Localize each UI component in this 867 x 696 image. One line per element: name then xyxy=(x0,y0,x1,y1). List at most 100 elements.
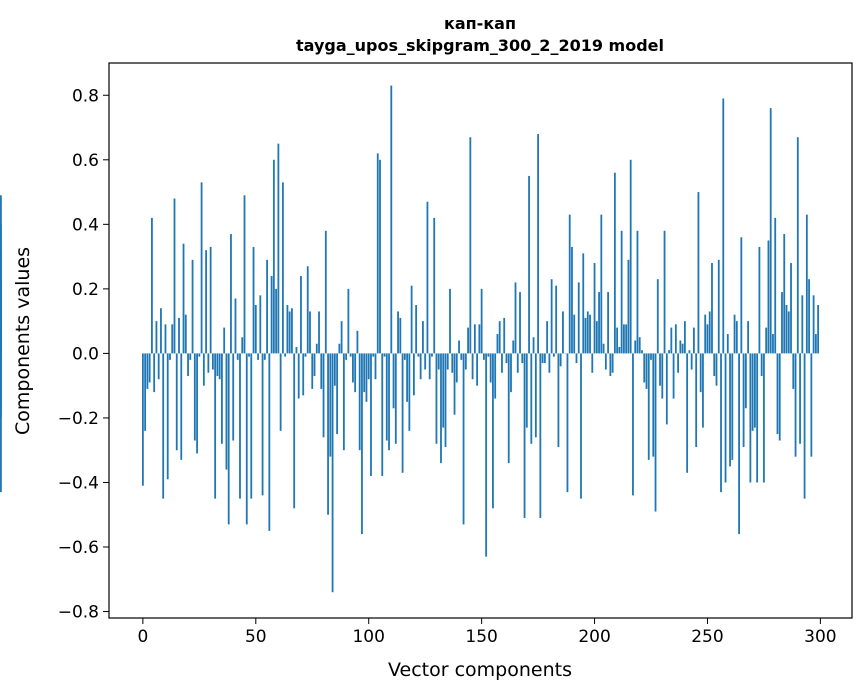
bar-200 xyxy=(593,263,596,354)
bar-32 xyxy=(214,353,217,499)
bar-136 xyxy=(449,288,451,354)
bar-291 xyxy=(799,353,801,444)
bar-5 xyxy=(153,353,156,393)
y-tick-label: −0.6 xyxy=(58,538,99,558)
bar-72 xyxy=(304,353,307,357)
plot-frame xyxy=(108,62,853,619)
bar-128 xyxy=(431,353,433,357)
bar-92 xyxy=(349,353,352,357)
bar-39 xyxy=(230,234,232,354)
bar-281 xyxy=(776,353,779,435)
bar-258 xyxy=(724,353,727,483)
bar-125 xyxy=(424,353,427,370)
bar-206 xyxy=(607,292,610,354)
bar-122 xyxy=(417,353,420,357)
bar-296 xyxy=(810,353,813,457)
bar-192 xyxy=(575,353,578,364)
bar-205 xyxy=(604,353,607,370)
bar-67 xyxy=(293,353,296,509)
bar-82 xyxy=(327,353,329,515)
bar-224 xyxy=(647,353,650,460)
x-tick-label: 0 xyxy=(137,627,148,647)
bar-272 xyxy=(756,353,759,483)
bar-116 xyxy=(403,353,406,360)
bar-120 xyxy=(412,353,415,396)
bar-8 xyxy=(160,308,162,354)
bar-11 xyxy=(166,353,169,480)
bar-95 xyxy=(356,330,359,354)
bar-7 xyxy=(157,353,160,380)
bar-13 xyxy=(171,324,174,354)
bar-159 xyxy=(501,353,503,373)
bar-179 xyxy=(546,321,549,354)
y-tick-label: 0.2 xyxy=(72,280,99,300)
bar-90 xyxy=(345,353,348,360)
bar-133 xyxy=(442,353,445,428)
bar-174 xyxy=(534,353,537,438)
bar-203 xyxy=(600,214,603,354)
bar-144 xyxy=(467,327,469,354)
bar-289 xyxy=(794,353,797,457)
bar-22 xyxy=(191,259,194,354)
bar-234 xyxy=(670,327,673,354)
bar-33 xyxy=(216,353,219,376)
bar-91 xyxy=(347,288,350,354)
y-axis-ticks: −0.8 −0.6 −0.4 −0.2 0.0 0.2 0.4 0.6 0.8 xyxy=(58,86,109,623)
bar-79 xyxy=(320,353,323,389)
bar-42 xyxy=(236,353,239,360)
bar-27 xyxy=(202,353,205,386)
bar-36 xyxy=(223,327,226,354)
chart-title-line2: tayga_upos_skipgram_300_2_2019 model xyxy=(296,36,664,55)
bar-141 xyxy=(460,353,463,360)
bar-101 xyxy=(370,353,372,477)
bar-157 xyxy=(496,334,499,354)
bar-17 xyxy=(180,353,183,460)
bar-265 xyxy=(740,237,743,354)
bar-182 xyxy=(552,353,555,357)
bar-102 xyxy=(372,353,375,357)
bar-64 xyxy=(286,305,289,354)
bar-29 xyxy=(207,353,210,373)
bar-156 xyxy=(494,353,497,399)
bar-160 xyxy=(503,317,506,354)
bar-143 xyxy=(464,353,467,370)
bar-84 xyxy=(331,353,334,593)
bar-287 xyxy=(790,263,792,354)
bar-254 xyxy=(715,353,718,386)
bar-89 xyxy=(342,353,345,451)
bar-62 xyxy=(281,182,284,354)
x-tick-label: 150 xyxy=(465,627,497,647)
bar-88 xyxy=(340,321,343,354)
bar-87 xyxy=(338,343,341,354)
bar-59 xyxy=(275,288,278,354)
bar-185 xyxy=(559,353,562,367)
bar-46 xyxy=(245,353,248,525)
bar-152 xyxy=(485,353,488,557)
bar-165 xyxy=(514,282,517,354)
x-tick-label: 250 xyxy=(691,627,723,647)
bar-48 xyxy=(250,353,253,499)
bar-251 xyxy=(708,311,711,354)
bar-61 xyxy=(279,353,282,431)
bar-9 xyxy=(162,353,165,499)
bar-107 xyxy=(383,353,386,357)
bar-149 xyxy=(478,324,481,354)
bar-109 xyxy=(388,353,390,451)
bar-216 xyxy=(629,159,632,354)
y-tick-label: −0.4 xyxy=(58,473,99,493)
bar-155 xyxy=(492,353,494,509)
bar-242 xyxy=(688,350,691,354)
bar-238 xyxy=(679,340,682,354)
bar-270 xyxy=(751,353,754,431)
bar-74 xyxy=(309,311,311,354)
bar-183 xyxy=(555,285,558,354)
bar-38 xyxy=(227,353,230,525)
bar-80 xyxy=(322,353,325,438)
bar-240 xyxy=(683,321,686,354)
bar-253 xyxy=(713,353,716,376)
bar-201 xyxy=(595,321,598,354)
bar-35 xyxy=(221,353,223,444)
chart-title-line1: кап-кап xyxy=(444,14,516,33)
bar-31 xyxy=(211,353,214,370)
